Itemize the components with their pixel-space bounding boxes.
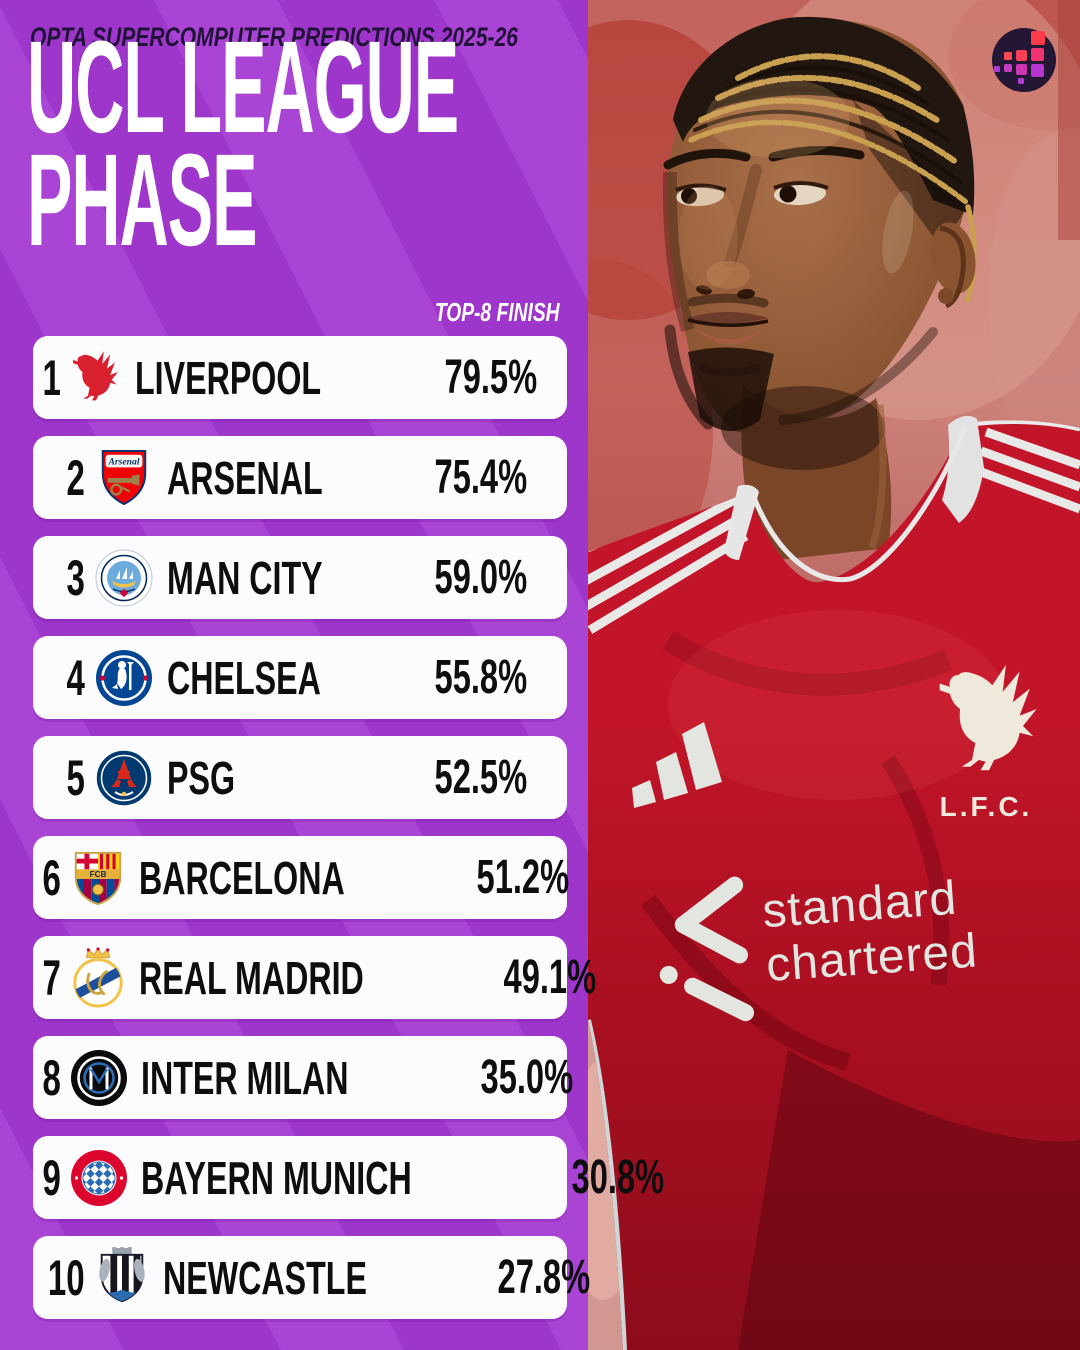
- table-row: 5 PSG 52.5%: [33, 736, 567, 819]
- table-row: 6: [33, 836, 569, 919]
- rank-label: 3: [66, 549, 85, 606]
- top8-probability: 52.5%: [434, 751, 527, 804]
- eyes: [675, 181, 829, 207]
- rank-label: 5: [66, 749, 85, 806]
- team-name: ARSENAL: [167, 451, 323, 504]
- table-row: 10: [33, 1236, 590, 1319]
- table-row: 8 INTER MILAN 35.0%: [33, 1036, 573, 1119]
- title-line-2: PHASE: [27, 126, 258, 273]
- table-row: 3 MAN CITY 59.0%: [33, 536, 567, 619]
- svg-text:Arsenal: Arsenal: [107, 456, 139, 467]
- title-line-1: UCL LEAGUE: [27, 13, 459, 160]
- jersey: L.F.C. standard chartered: [588, 415, 1080, 1350]
- rank-label: 2: [66, 449, 85, 506]
- collar-piping: [750, 427, 968, 583]
- top8-probability: 35.0%: [480, 1051, 574, 1104]
- top8-probability: 49.1%: [503, 951, 597, 1004]
- table-row: 1 LIVERPOOL 79.5%: [33, 336, 567, 419]
- team-name: BARCELONA: [138, 851, 345, 904]
- arsenal-crest-icon: Arsenal: [93, 447, 155, 509]
- liverpool-crest-icon: [939, 664, 1037, 771]
- table-row: 4: [33, 636, 567, 719]
- rank-label: 7: [42, 949, 61, 1006]
- real-madrid-crest-icon: [69, 946, 127, 1010]
- svg-text:FCB: FCB: [89, 870, 106, 879]
- top8-probability: 30.8%: [571, 1151, 664, 1204]
- player-hair: [673, 16, 975, 216]
- team-name: REAL MADRID: [138, 951, 364, 1004]
- rank-label: 10: [48, 1249, 85, 1306]
- predictions-panel: OPTA SUPERCOMPUTER PREDICTIONS 2025-26 U…: [0, 0, 664, 1350]
- bayern-munich-crest-icon: [69, 1148, 129, 1208]
- shoulder-stripes: [588, 427, 1080, 634]
- ear: [930, 222, 976, 309]
- lfc-crest-text: L.F.C.: [940, 791, 1033, 822]
- man-city-crest-icon: [93, 548, 155, 608]
- column-label: TOP-8 FINISH: [435, 297, 560, 327]
- table-row: 7 REAL MADRID 49.1%: [33, 936, 596, 1019]
- adidas-logo-icon: [632, 722, 722, 808]
- table-row: 2 Arsenal ARSENAL 75.4%: [33, 436, 567, 519]
- team-name: LIVERPOOL: [134, 351, 321, 404]
- rank-label: 6: [42, 849, 61, 906]
- liverpool-crest-icon: [69, 344, 123, 412]
- top8-probability: 59.0%: [434, 551, 527, 604]
- newcastle-crest-icon: [93, 1246, 151, 1309]
- team-name: CHELSEA: [167, 651, 321, 704]
- opta-logo-icon: [992, 28, 1056, 92]
- inter-milan-crest-icon: [69, 1048, 129, 1108]
- team-name: INTER MILAN: [140, 1051, 349, 1104]
- top8-probability: 75.4%: [434, 451, 527, 504]
- rank-label: 8: [42, 1049, 61, 1106]
- top8-probability: 79.5%: [444, 351, 537, 404]
- standard-chartered-logo-icon: standard chartered: [659, 872, 979, 1022]
- table-row: 9: [33, 1136, 664, 1219]
- kicker: OPTA SUPERCOMPUTER PREDICTIONS 2025-26: [30, 22, 518, 52]
- rank-label: 4: [66, 649, 85, 706]
- top8-probability: 51.2%: [476, 851, 569, 904]
- rank-label: 9: [42, 1149, 61, 1206]
- psg-crest-icon: [93, 748, 155, 808]
- team-name: PSG: [167, 751, 236, 804]
- top8-probability: 55.8%: [434, 651, 527, 704]
- page-title: UCL LEAGUE PHASE: [27, 13, 856, 273]
- team-name: MAN CITY: [167, 551, 323, 604]
- team-name: BAYERN MUNICH: [140, 1151, 412, 1204]
- top8-probability: 27.8%: [497, 1251, 591, 1304]
- predictions-table: 1 LIVERPOOL 79.5% 2 Arsenal: [33, 336, 664, 1336]
- barcelona-crest-icon: FCB: [69, 848, 127, 908]
- player-face: [662, 16, 977, 562]
- braids: [688, 53, 977, 303]
- rank-label: 1: [42, 349, 61, 406]
- chelsea-crest-icon: [93, 648, 155, 708]
- team-name: NEWCASTLE: [163, 1251, 367, 1304]
